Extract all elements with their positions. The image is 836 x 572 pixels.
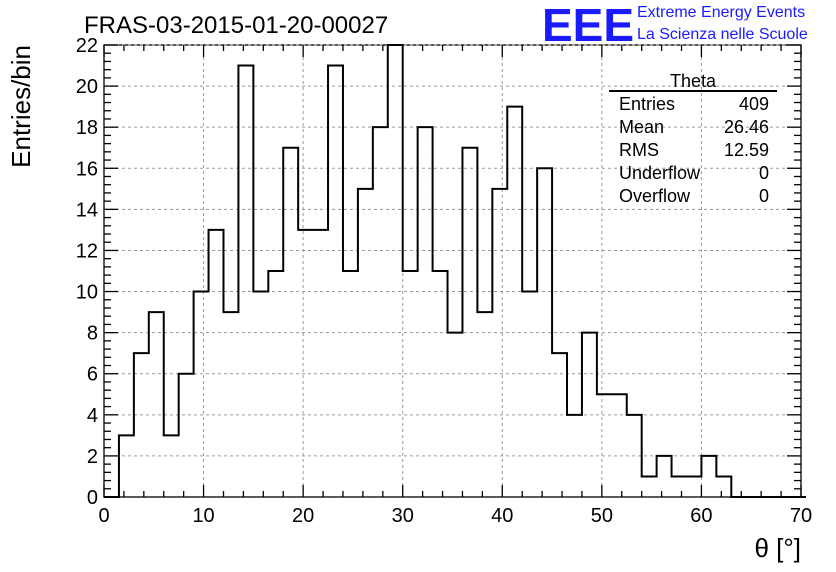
x-tick-label: 0 <box>98 505 109 527</box>
histogram-bin <box>642 476 657 497</box>
x-axis-title: θ [°] <box>754 533 801 563</box>
x-tick-label: 40 <box>491 505 513 527</box>
histogram-bin <box>433 271 448 497</box>
histogram-bin <box>164 435 179 497</box>
y-axis-title: Entries/bin <box>6 45 36 168</box>
y-tick-label: 16 <box>76 158 98 180</box>
histogram-bin <box>597 394 612 497</box>
y-tick-label: 4 <box>87 405 98 427</box>
histogram-bin <box>119 435 134 497</box>
y-tick-label: 10 <box>76 282 98 304</box>
histogram-bin <box>507 107 522 497</box>
x-tick-label: 70 <box>790 505 812 527</box>
histogram-bin <box>209 230 224 497</box>
eee-logo-mark: EEE <box>542 0 634 51</box>
histogram-bin <box>537 168 552 497</box>
y-tick-label: 18 <box>76 117 98 139</box>
stats-box: Theta Entries 409 Mean 26.46 RMS 12.59 U… <box>609 71 777 206</box>
y-tick-label: 12 <box>76 240 98 262</box>
histogram-bin <box>403 271 418 497</box>
histogram-bin <box>223 312 238 497</box>
histogram-bin <box>358 189 373 497</box>
histogram-bin <box>298 230 313 497</box>
histogram-bin <box>134 353 149 497</box>
histogram-bin <box>477 312 492 497</box>
histogram-bin <box>253 292 268 497</box>
histogram-bin <box>686 476 701 497</box>
histogram-bin <box>462 148 477 497</box>
tick-labels: 0 10 20 30 40 50 60 70 0 2 4 6 8 10 12 14 16 18 20 22 <box>76 35 812 527</box>
histogram-bin <box>492 189 507 497</box>
histogram-bin <box>612 394 627 497</box>
stats-value-mean: 26.46 <box>724 117 769 137</box>
stats-label-underflow: Underflow <box>619 163 701 183</box>
eee-logo-line2: La Scienza nelle Scuole <box>637 26 808 43</box>
y-tick-label: 0 <box>87 487 98 509</box>
eee-logo: EEE Extreme Energy Events La Scienza nel… <box>542 0 808 51</box>
axis-ticks <box>103 44 802 498</box>
x-tick-label: 10 <box>192 505 214 527</box>
histogram-outline <box>104 44 806 498</box>
histogram-bin <box>672 476 687 497</box>
y-tick-label: 20 <box>76 76 98 98</box>
histogram-bin <box>268 271 283 497</box>
y-tick-label: 6 <box>87 364 98 386</box>
stats-value-underflow: 0 <box>759 163 769 183</box>
stats-label-mean: Mean <box>619 117 664 137</box>
histogram-bin <box>552 353 567 497</box>
histogram-bin <box>448 333 463 497</box>
x-tick-label: 50 <box>591 505 613 527</box>
stats-label-entries: Entries <box>619 94 675 114</box>
histogram-bin <box>522 292 537 497</box>
histogram-bin <box>179 374 194 497</box>
histogram-bin <box>149 312 164 497</box>
histogram-bin <box>627 415 642 497</box>
histogram-bin <box>418 127 433 497</box>
histogram-bin <box>582 333 597 497</box>
histogram-bin <box>701 456 716 497</box>
histogram-bin <box>567 415 582 497</box>
grid-lines <box>104 44 801 497</box>
eee-logo-line1: Extreme Energy Events <box>637 4 805 21</box>
histogram-bin <box>283 148 298 497</box>
histogram-bin <box>388 45 403 497</box>
histogram-bin <box>328 66 343 497</box>
y-tick-label: 22 <box>76 35 98 57</box>
y-tick-label: 2 <box>87 446 98 468</box>
y-tick-label: 8 <box>87 323 98 345</box>
chart-title: FRAS-03-2015-01-20-00027 <box>84 12 388 39</box>
histogram-bin <box>657 456 672 497</box>
histogram-bin <box>343 271 358 497</box>
histogram-bin <box>194 292 209 497</box>
histogram-bin <box>238 66 253 497</box>
stats-label-overflow: Overflow <box>619 186 691 206</box>
x-tick-label: 30 <box>392 505 414 527</box>
histogram-bin <box>716 476 731 497</box>
stats-box-name: Theta <box>670 71 717 91</box>
y-tick-label: 14 <box>76 199 98 221</box>
x-tick-label: 60 <box>690 505 712 527</box>
stats-value-entries: 409 <box>739 94 769 114</box>
stats-value-rms: 12.59 <box>724 140 769 160</box>
x-tick-label: 20 <box>292 505 314 527</box>
histogram-bin <box>373 127 388 497</box>
histogram-bin <box>313 230 328 497</box>
stats-value-overflow: 0 <box>759 186 769 206</box>
stats-label-rms: RMS <box>619 140 659 160</box>
